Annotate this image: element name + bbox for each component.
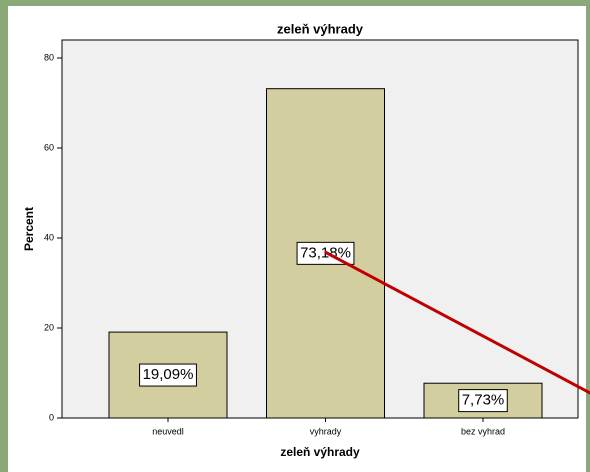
y-tick-label: 60	[44, 142, 54, 152]
y-tick-label: 80	[44, 52, 54, 62]
x-tick-label: bez vyhrad	[461, 426, 505, 436]
x-tick-label: neuvedl	[152, 426, 184, 436]
y-axis-label: Percent	[22, 207, 36, 251]
value-label: 19,09%	[143, 366, 194, 383]
annotation-arrow	[324, 250, 590, 395]
y-tick-label: 0	[49, 412, 54, 422]
x-tick-label: vyhrady	[310, 426, 342, 436]
y-tick-label: 20	[44, 322, 54, 332]
value-label: 7,73%	[462, 392, 505, 409]
chart-title: zeleň výhrady	[277, 21, 364, 36]
y-tick-label: 40	[44, 232, 54, 242]
value-label-box	[139, 363, 197, 387]
value-label-box	[458, 389, 508, 413]
x-axis-label: zeleň výhrady	[280, 445, 360, 459]
